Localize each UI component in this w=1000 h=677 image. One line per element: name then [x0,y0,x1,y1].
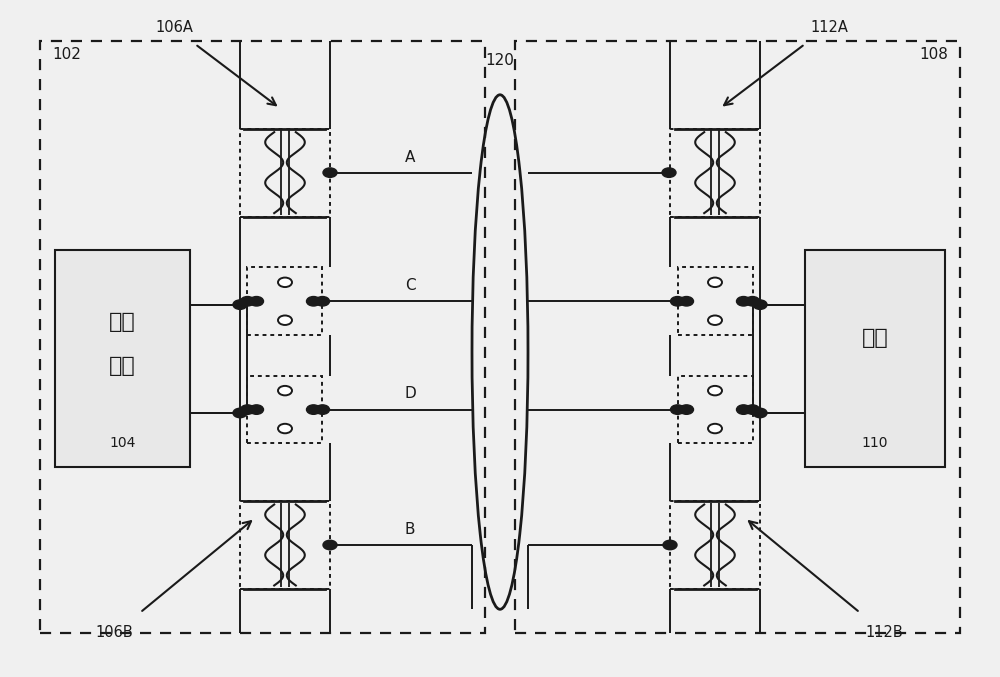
Text: A: A [405,150,415,165]
Circle shape [736,297,750,306]
Circle shape [249,297,263,306]
Circle shape [680,405,694,414]
Circle shape [670,297,684,306]
Text: 110: 110 [862,436,888,450]
Bar [515,41,960,633]
Circle shape [736,405,750,414]
Circle shape [670,405,684,414]
Text: 120: 120 [486,53,514,68]
Bar [670,129,760,217]
Text: 供电: 供电 [109,311,136,332]
Circle shape [662,168,676,177]
Circle shape [680,297,694,306]
Circle shape [278,386,292,395]
Text: 106B: 106B [95,626,133,640]
Circle shape [708,424,722,433]
Bar [670,501,760,589]
Bar [240,501,330,589]
Text: 设备: 设备 [109,355,136,376]
Bar [805,250,945,467]
Bar [247,267,322,335]
Circle shape [249,405,263,414]
Text: 106A: 106A [155,20,193,35]
Circle shape [746,297,760,306]
Circle shape [278,424,292,433]
Bar [247,376,322,443]
Circle shape [708,386,722,395]
Text: 104: 104 [109,436,136,450]
Circle shape [315,405,329,414]
Circle shape [323,168,337,177]
Circle shape [746,405,760,414]
Bar [55,250,190,467]
Bar [240,129,330,217]
Circle shape [240,405,254,414]
Text: C: C [405,278,416,293]
Circle shape [315,297,329,306]
Circle shape [278,315,292,325]
Circle shape [663,540,677,550]
Text: 102: 102 [52,47,81,62]
Text: 108: 108 [919,47,948,62]
Text: 112B: 112B [865,626,903,640]
Circle shape [306,405,320,414]
Circle shape [323,540,337,550]
Text: 负载: 负载 [862,328,888,349]
Circle shape [753,408,767,418]
Text: B: B [405,522,416,537]
Circle shape [708,315,722,325]
Text: 112A: 112A [810,20,848,35]
Circle shape [240,297,254,306]
Circle shape [708,278,722,287]
Bar [678,376,753,443]
Bar [40,41,485,633]
Circle shape [233,408,247,418]
Bar [678,267,753,335]
Circle shape [306,297,320,306]
Circle shape [278,278,292,287]
Circle shape [233,300,247,309]
Circle shape [753,300,767,309]
Text: D: D [405,387,417,401]
